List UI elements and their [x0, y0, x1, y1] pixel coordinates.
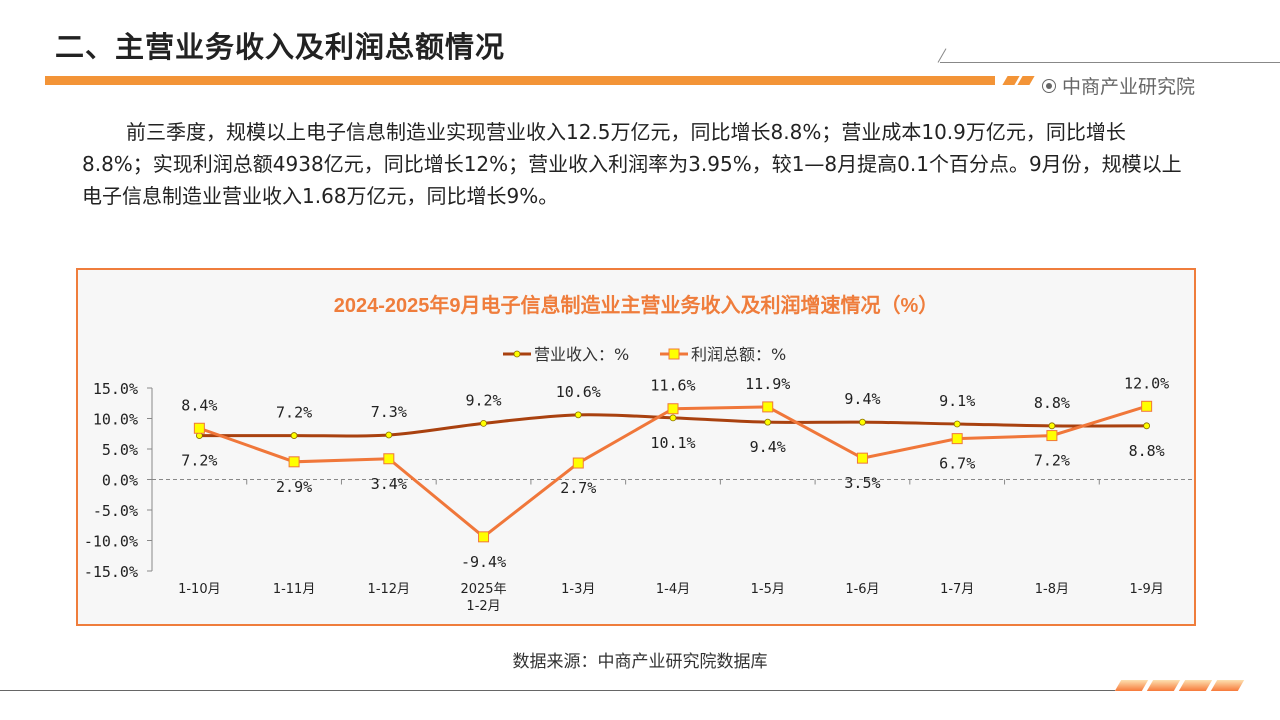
- revenue-point: [859, 418, 866, 426]
- header-rule: [940, 62, 1280, 63]
- x-tick-label: 1-8月: [1035, 582, 1069, 597]
- profit-point: [288, 456, 300, 468]
- profit-point: [856, 452, 868, 464]
- revenue-data-label: 10.1%: [650, 434, 695, 452]
- header-rule-diagonal: [937, 48, 947, 63]
- x-tick-label: 1-6月: [845, 582, 879, 597]
- profit-point: [667, 403, 679, 415]
- x-tick-label: 1-3月: [561, 582, 595, 597]
- y-tick-label: -5.0%: [93, 502, 138, 520]
- revenue-point: [480, 419, 487, 427]
- profit-data-label: 2.7%: [560, 479, 596, 497]
- header-stripe: [1017, 76, 1035, 85]
- y-tick-label: -10.0%: [84, 533, 138, 551]
- footer-stripe: [1178, 680, 1213, 691]
- x-tick-label: 1-5月: [751, 582, 785, 597]
- revenue-point: [764, 418, 772, 426]
- revenue-point: [290, 432, 298, 439]
- profit-point: [383, 453, 395, 465]
- x-tick-label: 1-4月: [656, 582, 690, 597]
- profit-point: [951, 433, 963, 445]
- y-tick-label: 15.0%: [93, 380, 138, 398]
- profit-data-label: 3.5%: [844, 474, 880, 492]
- profit-data-label: 3.4%: [371, 475, 407, 493]
- y-tick-label: 5.0%: [102, 441, 138, 459]
- brand-circle-icon: [1042, 78, 1056, 93]
- x-tick-label: 1-12月: [368, 582, 411, 597]
- revenue-data-label: 7.2%: [181, 452, 217, 470]
- profit-point: [572, 457, 584, 469]
- x-tick-label: 2025年: [460, 582, 506, 597]
- footer-stripe: [1146, 680, 1181, 691]
- revenue-point: [574, 411, 582, 419]
- profit-data-label: 2.9%: [276, 478, 312, 496]
- revenue-data-label: 9.4%: [750, 438, 786, 456]
- line-chart: 2024-2025年9月电子信息制造业主营业务收入及利润增速情况（%） 营业收入：…: [84, 293, 1194, 614]
- legend-marker-1: [668, 348, 680, 360]
- revenue-point: [385, 431, 393, 439]
- page-title: 二、主营业务收入及利润总额情况: [55, 30, 506, 64]
- profit-data-label: 8.4%: [181, 396, 217, 414]
- footer-stripe: [1114, 680, 1149, 691]
- profit-data-label: -9.4%: [461, 553, 506, 571]
- footer-rule: [0, 690, 1115, 691]
- legend-marker-0: [513, 350, 521, 358]
- x-tick-label: 1-11月: [273, 582, 316, 597]
- x-tick-label: 1-10月: [178, 582, 221, 597]
- revenue-point: [1143, 422, 1151, 430]
- revenue-data-label: 9.4%: [844, 390, 880, 408]
- revenue-data-label: 10.6%: [556, 383, 601, 401]
- revenue-data-label: 8.8%: [1129, 442, 1165, 460]
- footer-stripe: [1210, 680, 1245, 691]
- x-tick-label: 1-7月: [940, 582, 974, 597]
- legend-label-1: 利润总额：%: [691, 345, 786, 364]
- profit-data-label: 11.9%: [745, 375, 790, 393]
- profit-point: [1141, 400, 1153, 412]
- profit-data-label: 11.6%: [650, 377, 695, 395]
- revenue-point: [669, 414, 677, 422]
- revenue-data-label: 9.1%: [939, 392, 975, 410]
- revenue-data-label: 9.2%: [465, 391, 501, 409]
- profit-point: [1046, 430, 1058, 442]
- profit-point: [193, 422, 205, 434]
- chart-title: 2024-2025年9月电子信息制造业主营业务收入及利润增速情况（%）: [334, 293, 939, 317]
- y-tick-label: 0.0%: [102, 472, 138, 490]
- header-accent-bar: [45, 76, 995, 85]
- revenue-data-label: 8.8%: [1034, 394, 1070, 412]
- x-tick-label: 1-9月: [1130, 582, 1164, 597]
- profit-data-label: 12.0%: [1124, 374, 1169, 392]
- revenue-point: [953, 420, 961, 428]
- profit-data-label: 7.2%: [1034, 452, 1070, 470]
- brand-name: 中商产业研究院: [1062, 76, 1196, 98]
- profit-data-label: 6.7%: [939, 455, 975, 473]
- revenue-point: [1048, 422, 1056, 430]
- y-tick-label: 10.0%: [93, 411, 138, 429]
- legend-label-0: 营业收入：%: [534, 345, 629, 364]
- x-tick-label: 1-2月: [466, 599, 500, 614]
- chart-container: 2024-2025年9月电子信息制造业主营业务收入及利润增速情况（%） 营业收入：…: [76, 268, 1196, 626]
- revenue-data-label: 7.3%: [371, 403, 407, 421]
- summary-paragraph: 前三季度，规模以上电子信息制造业实现营业收入12.5万亿元，同比增长8.8%；营…: [82, 120, 1182, 208]
- profit-point: [478, 531, 490, 543]
- data-source: 数据来源：中商产业研究院数据库: [512, 652, 768, 672]
- y-tick-label: -15.0%: [84, 563, 138, 581]
- revenue-data-label: 7.2%: [276, 404, 312, 422]
- brand: 中商产业研究院: [1042, 72, 1195, 99]
- profit-point: [762, 401, 774, 413]
